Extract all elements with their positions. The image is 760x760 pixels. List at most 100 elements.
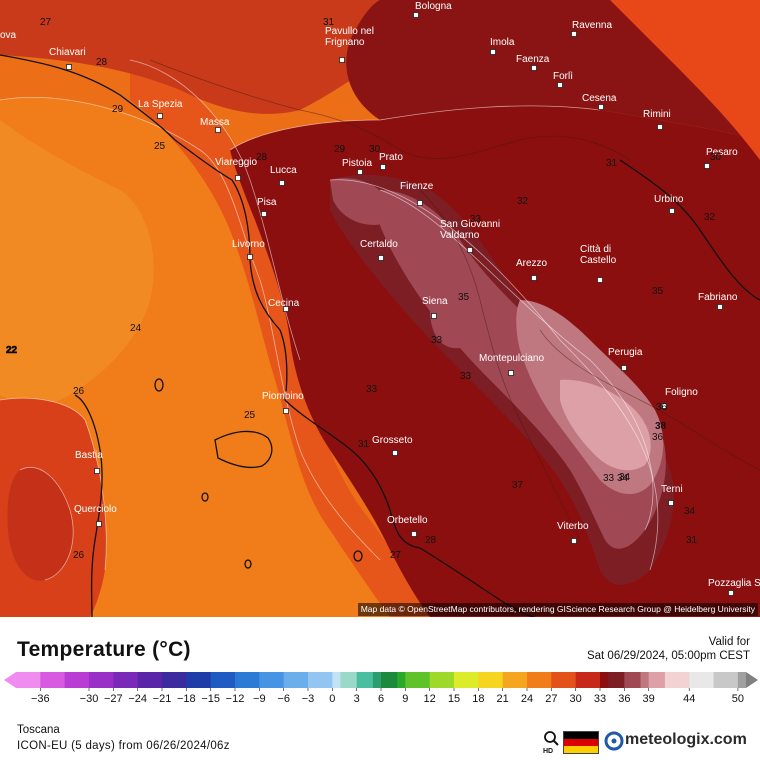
city-marker [378,255,384,261]
valid-for-label: Valid for [708,636,750,648]
legend-tick-label: −36 [31,693,50,705]
city-label: Forlì [553,71,573,82]
city-cesena[interactable]: Cesena [582,93,617,110]
city-marker [66,64,72,70]
city-forl-[interactable]: Forlì [553,71,573,88]
city-label: La Spezia [138,99,183,110]
city-rimini[interactable]: Rimini [643,109,671,130]
city-perugia[interactable]: Perugia [608,347,643,371]
city-grosseto[interactable]: Grosseto [372,435,413,456]
city-label: Lucca [270,165,297,176]
map-attribution: Map data © OpenStreetMap contributors, r… [357,603,758,616]
city-label: Urbino [654,194,684,205]
isotherm-label: 28 [96,57,108,68]
temp-field-hot-siena [429,298,479,349]
city-montepulciano[interactable]: Montepulciano [479,353,544,376]
city-marker [380,164,386,170]
isotherm-label: 25 [244,410,256,421]
legend-color-swatch [551,672,577,688]
city-marker [96,521,102,527]
city-viareggio[interactable]: Viareggio [215,157,258,181]
city-lucca[interactable]: Lucca [270,165,297,186]
city-marker [531,275,537,281]
edge-city-label: ova [0,30,17,41]
city-imola[interactable]: Imola [490,37,515,55]
legend-color-swatch [640,672,650,688]
legend-color-swatch [454,672,479,688]
city-label: Faenza [516,54,550,65]
temp-field-hot-39 [560,379,651,471]
legend-color-swatch [16,672,41,688]
city-piombino[interactable]: Piombino [262,391,304,414]
city-label: Chiavari [49,47,86,58]
city-marker [557,82,563,88]
legend-tick-label: 44 [683,693,695,705]
city-terni[interactable]: Terni [661,484,683,506]
city-pisa[interactable]: Pisa [257,197,277,217]
flag-germany-icon[interactable] [563,731,599,754]
isotherm-label: 36 [652,432,664,443]
city-siena[interactable]: Siena [422,296,448,319]
legend-color-swatch [283,672,309,688]
city-massa[interactable]: Massa [200,117,230,133]
legend-tick-label: −6 [277,693,290,705]
legend-color-swatch [502,672,528,688]
city-urbino[interactable]: Urbino [654,194,684,214]
city-orbetello[interactable]: Orbetello [387,515,428,537]
legend-color-swatch [186,672,212,688]
city-ravenna[interactable]: Ravenna [571,20,613,37]
legend-color-swatch [397,672,406,688]
city-faenza[interactable]: Faenza [516,54,550,71]
city-cecina[interactable]: Cecina [268,298,300,312]
city-prato[interactable]: Prato [379,152,403,170]
city-viterbo[interactable]: Viterbo [557,521,589,544]
svg-text:HD: HD [543,748,553,754]
region-name: Toscana [17,724,60,736]
city-marker [215,127,221,133]
city-pozzaglia-sabina[interactable]: Pozzaglia Sabina [708,578,760,596]
legend-color-swatch [664,672,690,688]
legend-tick-label: 0 [329,693,335,705]
city-label: Arezzo [516,258,548,269]
legend-color-swatch [624,672,642,688]
city-marker [247,254,253,260]
legend-tick-label: −18 [177,693,196,705]
legend-tick-label: 39 [643,693,655,705]
city-label: Imola [490,37,515,48]
temperature-map[interactable]: Bologna Ravenna Imola Pavullo nel Frignano Fa… [0,0,760,617]
legend-tick-label: 6 [378,693,384,705]
city-fabriano[interactable]: Fabriano [698,292,738,310]
isotherm-label: 32 [704,212,716,223]
city-la-spezia[interactable]: La Spezia [138,99,183,119]
brand-name[interactable]: meteologix.com [625,731,747,748]
city-arezzo[interactable]: Arezzo [516,258,548,281]
legend-tick-label: 18 [472,693,484,705]
city-marker [657,124,663,130]
isotherm-label: 31 [358,439,370,450]
city-label: Bastia [75,450,103,461]
city-marker [571,538,577,544]
city-label: Montepulciano [479,353,544,364]
city-marker [157,113,163,119]
city-chiavari[interactable]: Chiavari [49,47,86,70]
legend-color-swatch [64,672,90,688]
city-firenze[interactable]: Firenze [400,181,434,206]
city-bologna[interactable]: Bologna [413,1,453,18]
city-marker [717,304,723,310]
city-pesaro[interactable]: Pesaro [704,147,739,169]
city-certaldo[interactable]: Certaldo [360,239,398,261]
city-livorno[interactable]: Livorno [232,239,265,260]
city-bastia[interactable]: Bastia [75,450,103,474]
city-foligno[interactable]: Foligno [661,387,699,409]
city-marker [669,208,675,214]
hd-zoom-icon[interactable]: HD [542,730,560,754]
city-querciolo[interactable]: Querciolo [74,504,117,527]
isotherm-label: 34 [619,472,631,483]
isotherm-label: 30 [710,152,722,163]
legend-color-swatch [737,672,747,688]
city-pistoia[interactable]: Pistoia [342,158,372,175]
city-marker [571,31,577,37]
